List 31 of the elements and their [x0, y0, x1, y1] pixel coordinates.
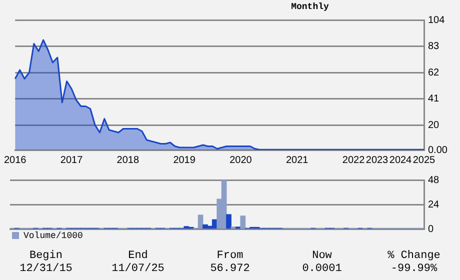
- x-tick-label: 2019: [173, 154, 196, 166]
- x-tick-label: 2016: [4, 154, 27, 166]
- y-tick-label: 41: [428, 94, 440, 104]
- y-tick-label: 0.00: [428, 144, 448, 156]
- text: -99.99%: [390, 263, 438, 276]
- x-tick-label: 2021: [286, 154, 309, 166]
- text: 12/31/15: [18, 263, 74, 276]
- chart-subtitle: Monthly: [290, 2, 330, 12]
- y-tick-label: 62: [428, 67, 440, 78]
- y-tick-label: 0: [428, 224, 434, 235]
- y-tick-label: 48: [428, 174, 440, 186]
- x-tick-label: 2017: [60, 154, 84, 166]
- y-tick-label: 24: [428, 199, 440, 210]
- x-tick-label: 2023: [366, 154, 389, 166]
- text: Now: [311, 250, 333, 263]
- text: 56.972: [209, 263, 251, 276]
- text: % Change: [386, 250, 442, 263]
- text: Begin: [28, 250, 64, 263]
- x-tick-label: 2025: [412, 154, 436, 166]
- x-tick-label: 2024: [389, 154, 412, 166]
- text: 11/07/25: [110, 263, 166, 276]
- legend-label: Volume/1000: [24, 230, 83, 241]
- text: End: [127, 250, 149, 263]
- x-tick-label: 2022: [342, 154, 366, 166]
- x-tick-label: 2020: [230, 154, 252, 166]
- y-tick-label: 20: [428, 120, 440, 131]
- y-tick-label: 104: [428, 14, 446, 26]
- x-tick-label: 2018: [116, 154, 140, 166]
- y-tick-label: 83: [428, 41, 440, 52]
- text: From: [216, 250, 244, 263]
- text: 0.0001: [301, 263, 343, 276]
